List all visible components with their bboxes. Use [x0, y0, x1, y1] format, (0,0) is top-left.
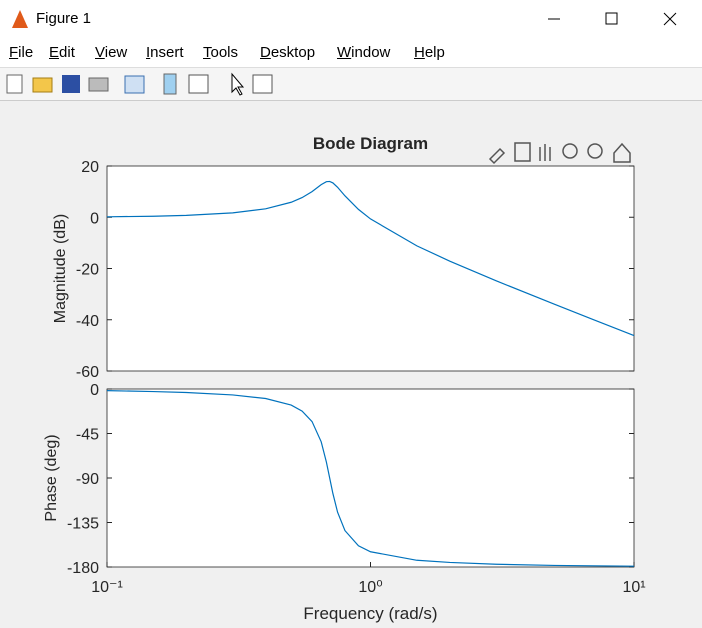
new-icon[interactable] [6, 74, 23, 94]
y-tick-label: -135 [67, 516, 99, 533]
legend-icon[interactable] [188, 74, 209, 94]
menu-item[interactable]: Insert [146, 44, 184, 61]
toolbar-icons [6, 72, 273, 96]
y-axis-label: Magnitude (dB) [52, 214, 69, 323]
title-bar: Figure 1 [0, 0, 702, 38]
axes-background [106, 165, 635, 372]
menu-item[interactable]: View [95, 44, 128, 61]
y-tick-label: 0 [90, 382, 99, 399]
axes-background [106, 388, 635, 568]
property-icon[interactable] [252, 74, 273, 94]
menu-item[interactable]: Help [414, 44, 445, 61]
menu-bar: File Edit View Insert Tools Desktop Window Help [0, 38, 702, 68]
data-line [106, 180, 635, 337]
menu-item[interactable]: Tools [203, 44, 239, 61]
x-tick-label: 10¹ [622, 579, 645, 596]
pointer-icon[interactable] [231, 72, 245, 96]
y-tick-label: -40 [76, 313, 99, 330]
close-button[interactable] [663, 12, 677, 26]
chart: -60 -40 -20 0 20 Magnitude (dB) Bode Diagram -1… [43, 134, 646, 623]
y-tick-label: 20 [81, 159, 99, 176]
save-icon[interactable] [62, 75, 80, 93]
home-icon[interactable] [613, 142, 631, 163]
open-icon[interactable] [32, 77, 53, 93]
menu-item[interactable]: File [9, 44, 34, 61]
menu-item[interactable]: Desktop [260, 44, 316, 61]
x-tick-label: 10⁻¹ [91, 579, 123, 596]
toolbar [0, 68, 702, 101]
menu-item[interactable]: Window [337, 44, 391, 61]
app-icon [12, 10, 28, 28]
colorbar-icon[interactable] [163, 73, 177, 95]
title-icons [12, 10, 677, 28]
x-tick-label: 10⁰ [358, 579, 382, 596]
zoom-in-icon[interactable] [562, 143, 578, 159]
data-line [106, 390, 635, 567]
y-axis-label: Phase (deg) [43, 434, 60, 521]
datatip-icon[interactable] [514, 142, 531, 162]
chart-title: Bode Diagram [313, 134, 428, 153]
pan-icon[interactable] [539, 144, 551, 161]
window-title: Figure 1 [36, 10, 92, 27]
maximize-button[interactable] [605, 12, 618, 25]
link-icon[interactable] [124, 75, 145, 94]
axes-toolbar [488, 142, 631, 165]
y-tick-label: 0 [90, 210, 99, 227]
y-tick-label: -45 [76, 427, 99, 444]
y-tick-label: -20 [76, 262, 99, 279]
print-icon[interactable] [88, 77, 109, 92]
y-tick-label: -60 [76, 364, 99, 381]
brush-icon[interactable] [488, 147, 506, 165]
x-axis-label: Frequency (rad/s) [303, 604, 437, 623]
zoom-out-icon[interactable] [587, 143, 603, 159]
y-tick-label: -180 [67, 560, 99, 577]
y-tick-label: -90 [76, 471, 99, 488]
menu-item[interactable]: Edit [49, 44, 75, 61]
